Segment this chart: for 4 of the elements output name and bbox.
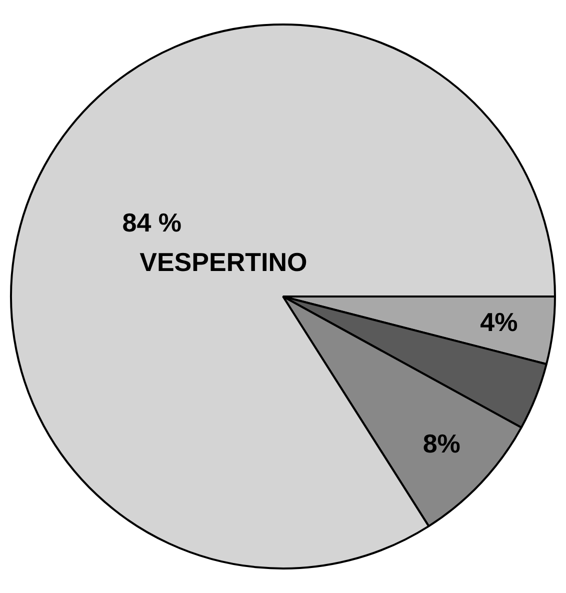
data-label: 8% bbox=[422, 428, 460, 459]
data-label: 84 % bbox=[122, 208, 182, 238]
slice-label: VESPERTINO bbox=[140, 246, 308, 277]
data-label: 4% bbox=[480, 306, 518, 337]
